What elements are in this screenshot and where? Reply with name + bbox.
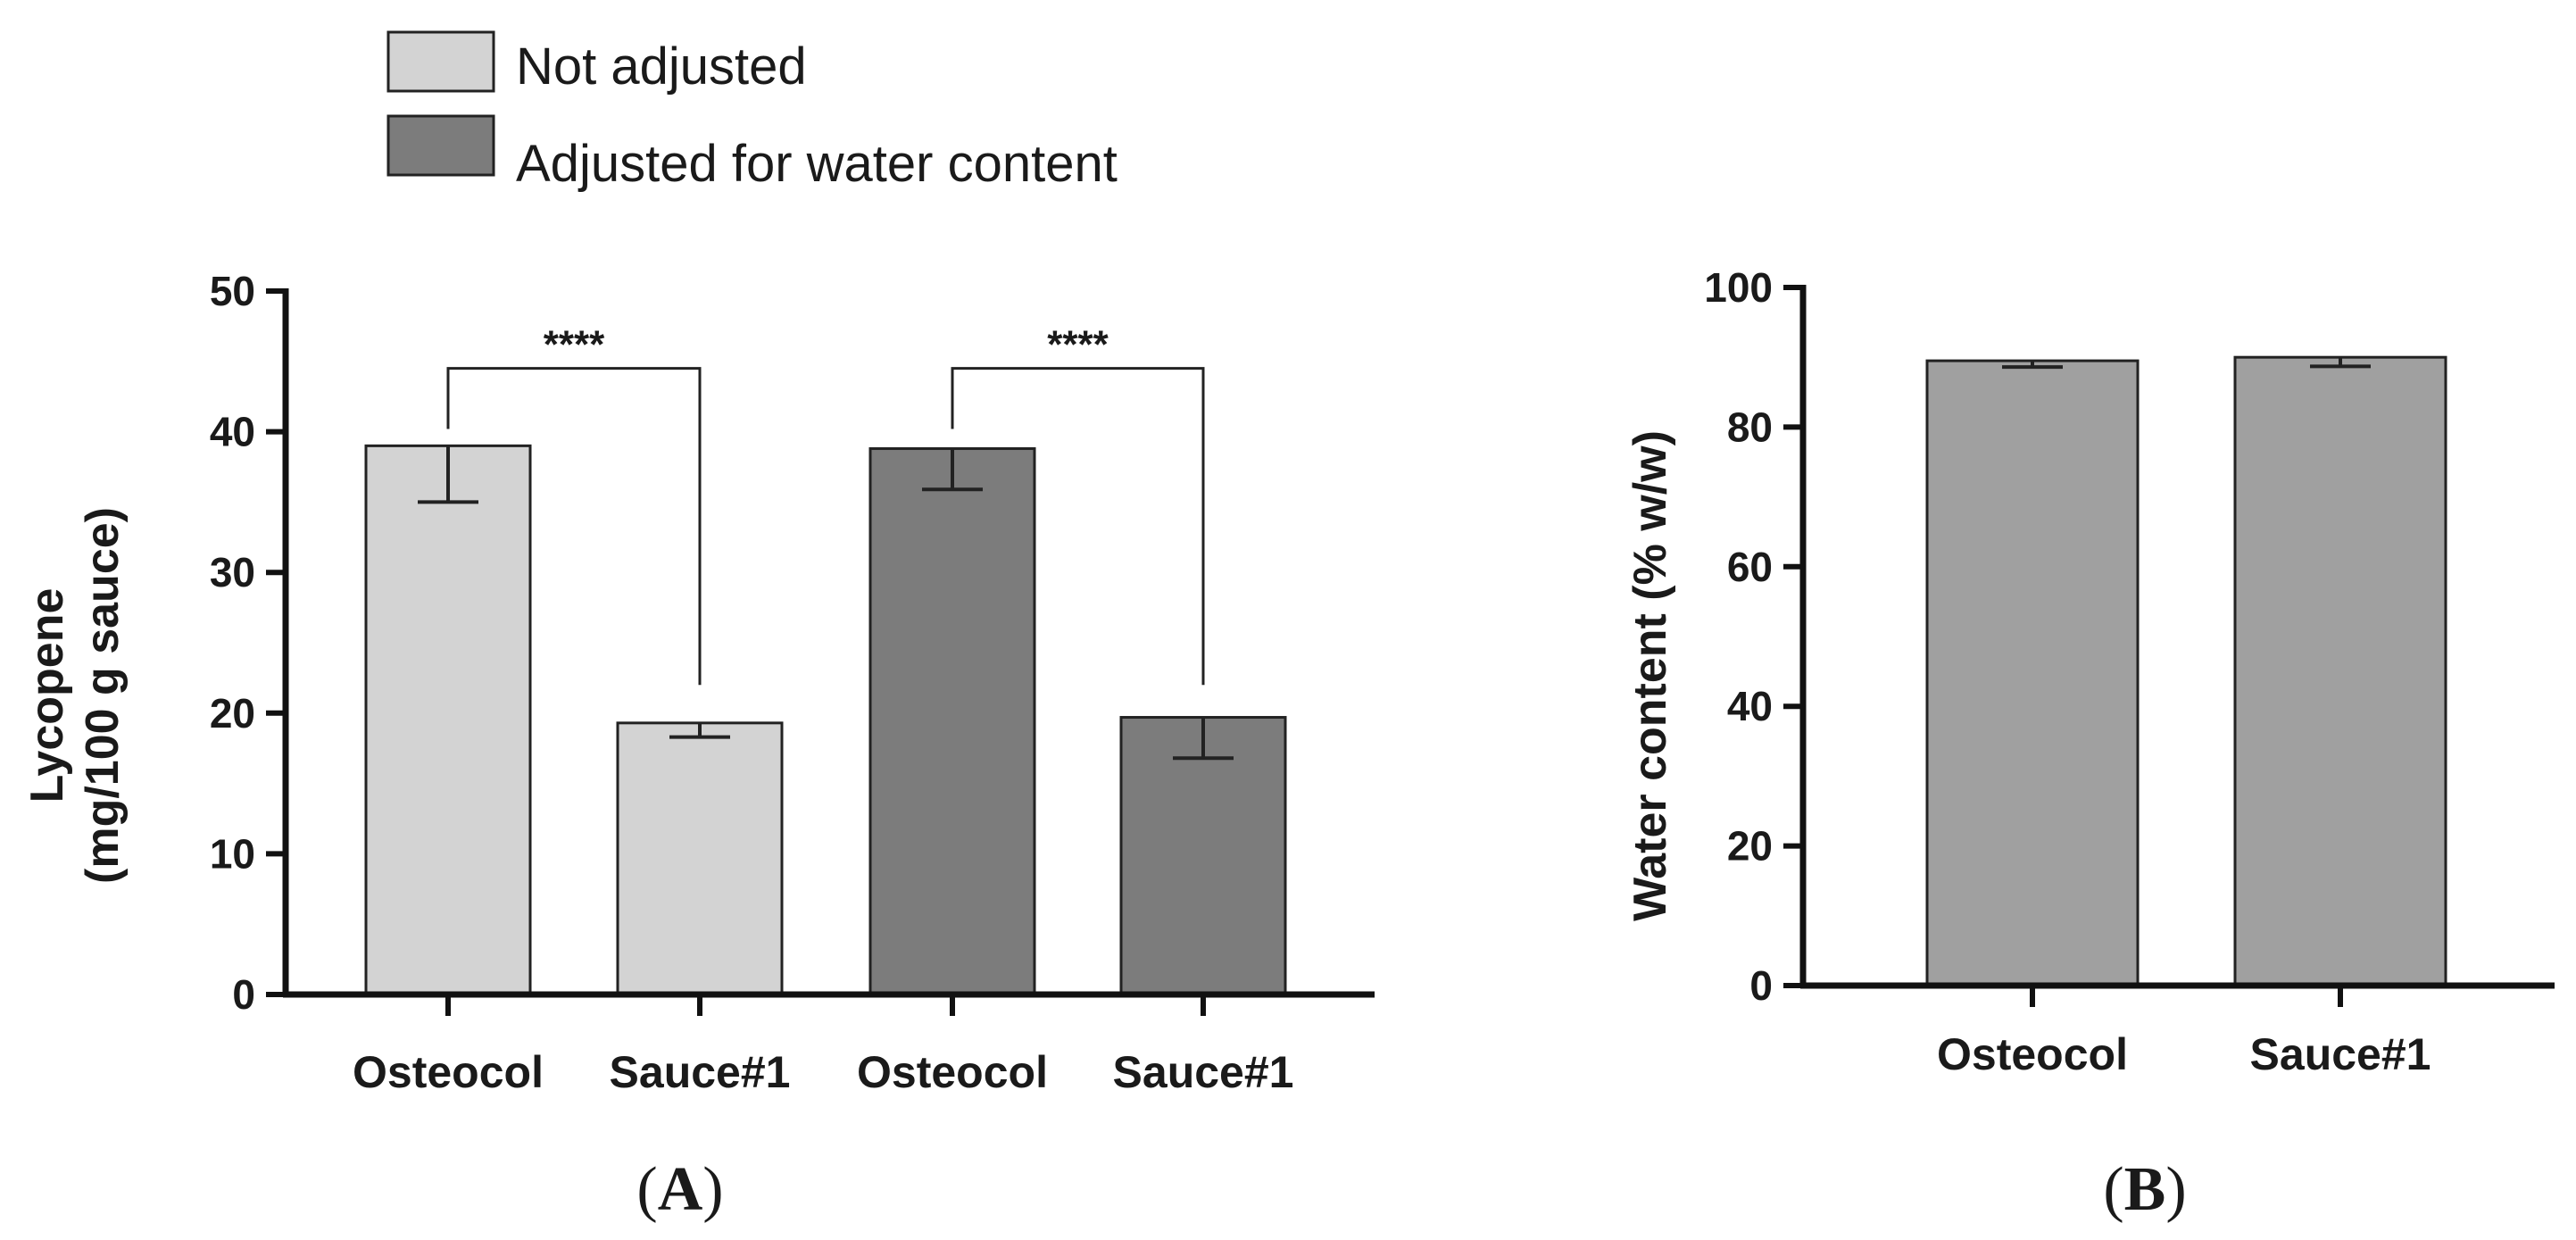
panel-a-y-tick-label-0: 0 [232, 971, 255, 1018]
panel-a-y-tick-label-20: 20 [210, 690, 255, 737]
panel-a-label: (A) [636, 1155, 723, 1224]
panel-b-x-tick-label-1: Sauce#1 [2250, 1029, 2431, 1079]
panel-b-label: (B) [2103, 1155, 2186, 1224]
panel-a-y-tick-label-40: 40 [210, 409, 255, 455]
panel-a-y-tick-label-10: 10 [210, 830, 255, 877]
panel-a-bar-2 [868, 447, 1036, 996]
panel-b-x-tick-label-0: Osteocol [1937, 1029, 2128, 1079]
panel-a-x-tick-label-0: Osteocol [353, 1047, 544, 1097]
panel-b-y-tick-label-100: 100 [1704, 264, 1773, 311]
panel-b-chart: Water content (% w/w) 0 20 40 60 80 100 Osteo… [1625, 264, 2555, 1224]
panel-a-y-tick-label-30: 30 [210, 549, 255, 595]
panel-a-significance-label-1: **** [1047, 323, 1109, 367]
panel-a-y-axis-label-line1: Lycopene [21, 588, 73, 803]
panel-a-x-tick-label-2: Osteocol [857, 1047, 1048, 1097]
legend-swatch-not-adjusted [386, 30, 495, 93]
legend-label-not-adjusted: Not adjusted [516, 37, 807, 96]
panel-a-significance-bracket-1 [951, 367, 1205, 686]
panel-b-y-tick-label-40: 40 [1727, 683, 1773, 729]
legend-label-adjusted: Adjusted for water content [516, 135, 1118, 193]
panel-a-bar-1 [616, 721, 784, 996]
panel-b-y-tick-label-80: 80 [1727, 404, 1773, 450]
panel-a-y-axis-label-line2: (mg/100 g sauce) [77, 507, 129, 884]
panel-a-bar-0 [364, 444, 532, 996]
panel-a-y-axis-label: Lycopene (mg/100 g sauce) [21, 507, 129, 884]
legend: Not adjusted Adjusted for water content [386, 30, 1118, 193]
panel-a-significance-label-0: **** [544, 323, 605, 367]
panel-a-chart: Lycopene (mg/100 g sauce) 0 10 20 30 40 50 **… [21, 268, 1375, 1224]
panel-b-bar-1 [2233, 355, 2447, 987]
panel-b-y-axis-label: Water content (% w/w) [1625, 430, 1676, 921]
panel-a-y-tick-label-50: 50 [210, 268, 255, 314]
panel-b-y-tick-label-20: 20 [1727, 823, 1773, 870]
panel-b-y-tick-label-60: 60 [1727, 544, 1773, 590]
panel-a-significance-bracket-0 [446, 367, 702, 686]
panel-b-bar-0 [1925, 359, 2140, 987]
legend-swatch-adjusted [386, 114, 495, 177]
panel-a-x-tick-label-3: Sauce#1 [1113, 1047, 1294, 1097]
panel-a-x-tick-label-1: Sauce#1 [610, 1047, 791, 1097]
panel-b-y-tick-label-0: 0 [1749, 962, 1773, 1009]
